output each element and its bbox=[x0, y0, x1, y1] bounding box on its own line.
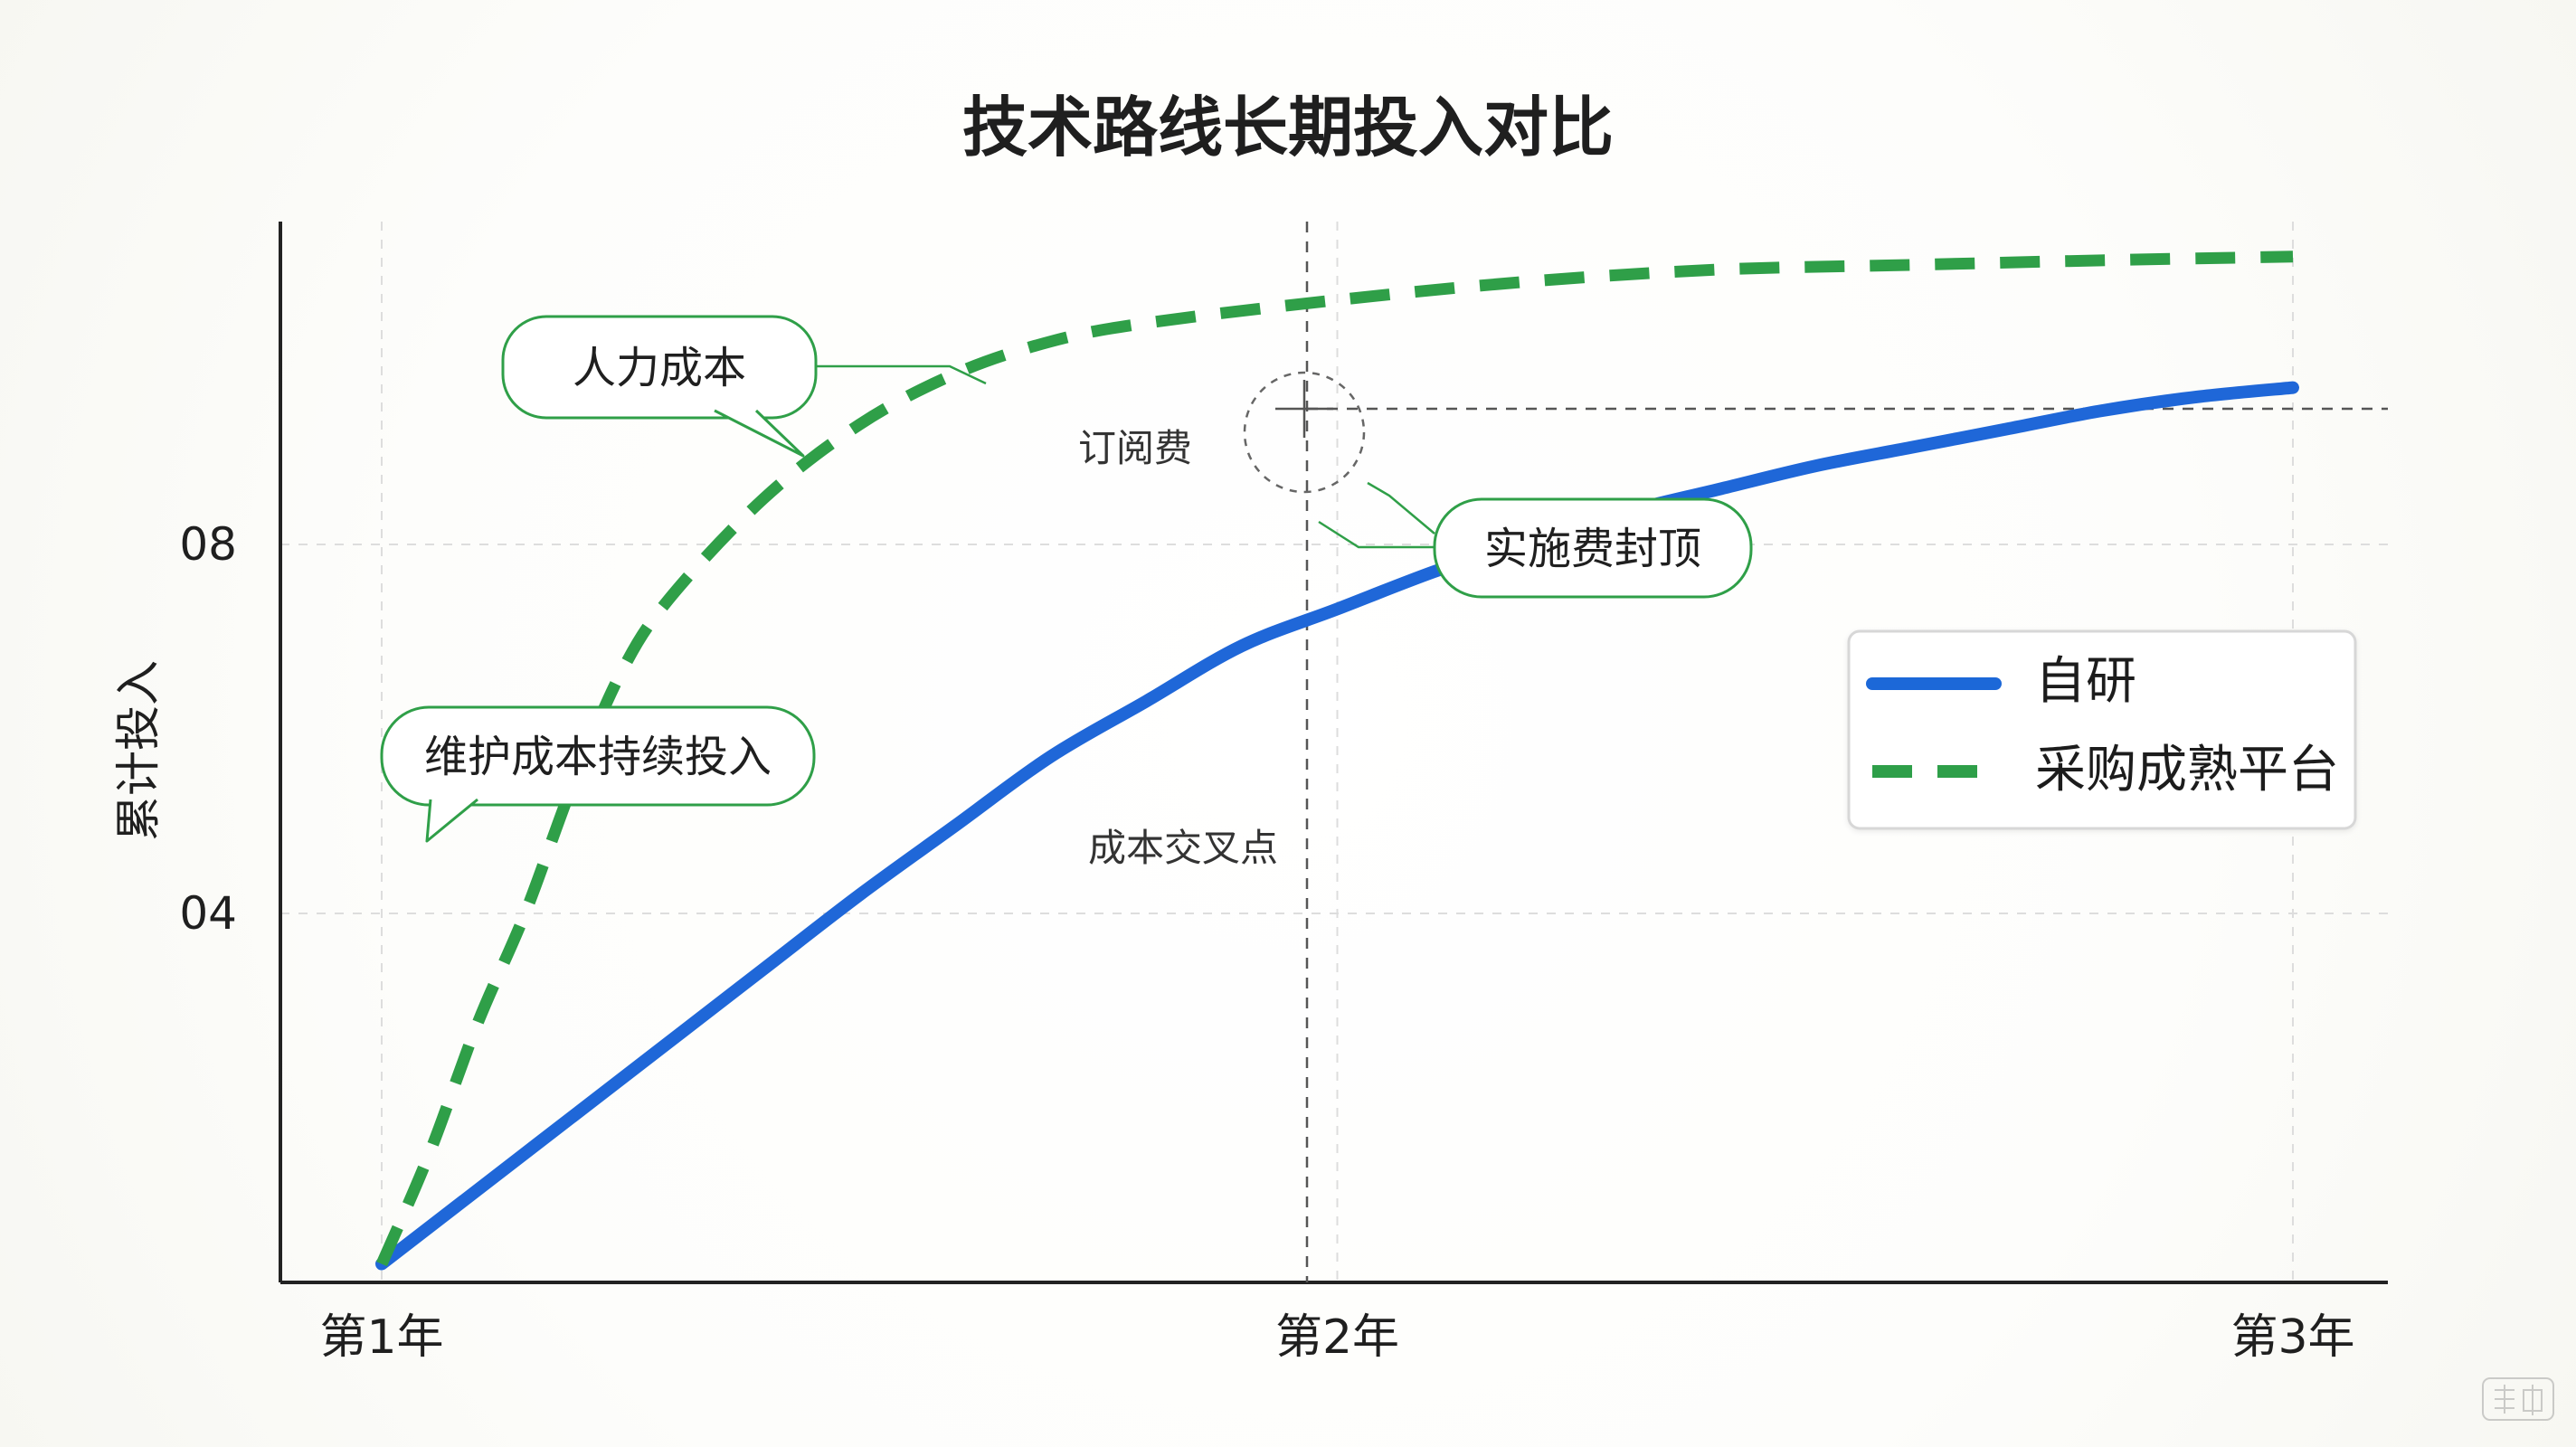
implementation-cap-label: 实施费封顶 bbox=[1484, 524, 1701, 574]
crossover-target-circle bbox=[1243, 371, 1366, 494]
labor-cost-callout: 人力成本 bbox=[501, 315, 818, 458]
y-tick-label-2: 04 bbox=[179, 887, 237, 940]
legend-label-purchase-platform: 采购成熟平台 bbox=[2035, 741, 2339, 799]
x-tick-label-1: 第1年 bbox=[319, 1310, 443, 1365]
maintenance-cost-callout: 维护成本持续投入 bbox=[380, 705, 816, 843]
tick-label-layer: 第1年 第2年 第3年 08 04 bbox=[179, 518, 2354, 1365]
crossover-crosshair bbox=[1275, 380, 1333, 438]
y-tick-label-1: 08 bbox=[179, 518, 237, 571]
implementation-cap-leader-line bbox=[1318, 481, 1435, 549]
maintenance-cost-callout-box bbox=[380, 705, 816, 807]
watermark-glyph-left bbox=[2495, 1385, 2514, 1414]
self-built-line bbox=[375, 381, 2299, 1271]
watermark-mark bbox=[2482, 1377, 2554, 1421]
subscription-fee-label: 订阅费 bbox=[1078, 426, 1192, 470]
axis-layer bbox=[279, 222, 2388, 1284]
crossover-label: 成本交叉点 bbox=[1088, 826, 1278, 870]
watermark bbox=[2482, 1377, 2554, 1421]
labor-cost-label: 人力成本 bbox=[573, 343, 746, 393]
watermark-glyph-right bbox=[2523, 1385, 2543, 1415]
reference-layer bbox=[1243, 222, 2388, 1282]
x-tick-label-2: 第2年 bbox=[1275, 1310, 1399, 1365]
chart-title: 技术路线长期投入对比 bbox=[962, 90, 1614, 166]
y-axis-label: 累计投入 bbox=[112, 660, 165, 841]
legend: 自研 采购成熟平台 bbox=[1847, 629, 2357, 830]
x-tick-label-3: 第3年 bbox=[2230, 1310, 2354, 1365]
maintenance-cost-label: 维护成本持续投入 bbox=[424, 732, 772, 782]
labor-cost-leader-line bbox=[816, 364, 987, 385]
purchase-platform-line bbox=[376, 251, 2294, 1267]
series-layer bbox=[375, 251, 2299, 1271]
implementation-cap-callout: 实施费封顶 bbox=[1433, 497, 1753, 599]
legend-label-self-built: 自研 bbox=[2035, 652, 2136, 711]
maintenance-cost-callout-tail bbox=[425, 798, 478, 843]
labor-cost-callout-tail bbox=[714, 409, 805, 458]
